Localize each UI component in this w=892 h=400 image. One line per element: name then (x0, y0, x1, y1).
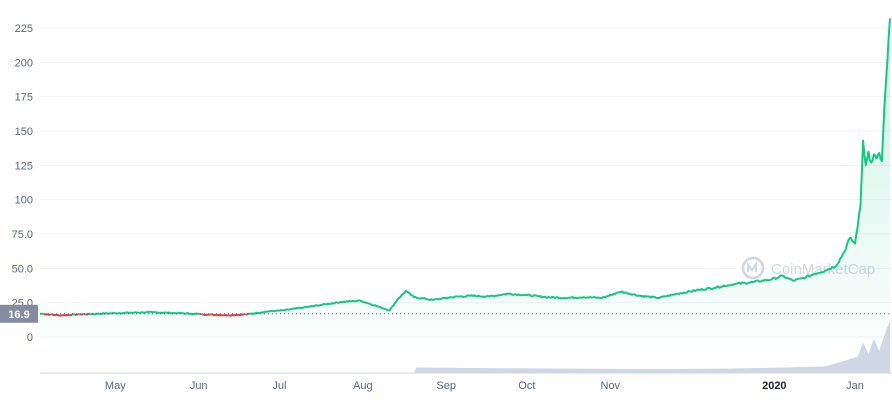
y-tick-label: 125 (15, 160, 33, 172)
x-tick-label: Sep (436, 380, 456, 392)
volume-area-path (40, 320, 890, 373)
x-tick-label: Oct (518, 380, 535, 392)
x-tick-label: Jan (846, 380, 864, 392)
y-tick-label: 100 (15, 195, 33, 207)
y-tick-label: 175 (15, 92, 33, 104)
y-tick-label: 75.0 (12, 229, 33, 241)
y-tick-label: 150 (15, 126, 33, 138)
price-line-down (85, 312, 89, 316)
y-tick-label: 50.0 (12, 263, 33, 275)
y-tick-label: 0 (27, 332, 33, 344)
coinmarketcap-logo-icon (741, 256, 765, 280)
price-line-up (200, 312, 204, 316)
x-tick-label: Jun (190, 380, 208, 392)
y-tick-label: 225 (15, 23, 33, 35)
volume-area (40, 320, 890, 373)
price-area-fill (40, 18, 890, 338)
price-line-down (51, 313, 73, 317)
price-line-up (248, 18, 891, 315)
reference-value-tag (0, 304, 38, 323)
reference-value-label: 16.9 (8, 309, 29, 321)
x-tick-label: Aug (353, 380, 373, 392)
x-tick-label: Nov (600, 380, 620, 392)
price-line-down (44, 313, 52, 316)
x-tick-label: 2020 (762, 380, 786, 392)
price-line-down (74, 312, 80, 316)
reference-line: 16.9 (0, 304, 892, 323)
price-line-up (88, 310, 201, 316)
gridlines (40, 27, 892, 338)
price-line-down (202, 313, 212, 316)
price-line-up (78, 313, 81, 316)
x-axis: May Jun Jul Aug Sep Oct Nov 2020 Jan (40, 372, 892, 392)
price-line-down (80, 313, 84, 316)
x-tick-label: May (105, 380, 126, 392)
price-series (39, 18, 891, 338)
x-tick-label: Jul (272, 380, 286, 392)
price-line-down (211, 313, 245, 317)
y-tick-label: 200 (15, 57, 33, 69)
